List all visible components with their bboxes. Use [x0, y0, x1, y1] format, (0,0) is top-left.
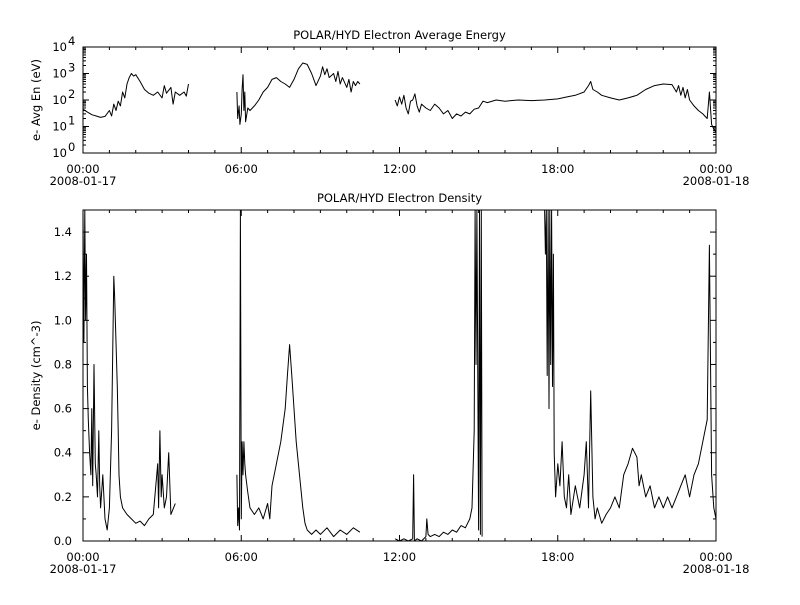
x-tick-label: 18:00	[541, 550, 574, 564]
data-trace-segment-1	[236, 209, 361, 538]
data-trace-segment-2	[394, 209, 483, 542]
y-tick-label-exponent: 4	[68, 34, 75, 48]
y-axis-label: e- Density (cm^-3)	[29, 321, 43, 431]
y-tick-label-base: 10	[52, 93, 67, 107]
y-tick-label: 0.0	[54, 534, 72, 548]
x-tick-label: 06:00	[225, 550, 258, 564]
x-tick-date-label: 2008-01-18	[683, 562, 750, 576]
data-trace-segment-0	[82, 73, 189, 118]
data-trace-segment-3	[544, 209, 717, 524]
y-tick-label: 0.4	[54, 446, 72, 460]
data-trace-segment-0	[82, 209, 176, 531]
x-tick-label: 00:00	[699, 162, 732, 176]
y-tick-label: 1.0	[54, 313, 72, 327]
y-tick-label-base: 10	[52, 120, 67, 134]
y-tick-label-exponent: 0	[68, 140, 75, 154]
x-tick-date-label: 2008-01-17	[50, 562, 117, 576]
y-tick-label-base: 10	[52, 67, 67, 81]
x-tick-label: 12:00	[383, 162, 416, 176]
chart-title: POLAR/HYD Electron Density	[317, 191, 482, 205]
y-tick-label-exponent: 3	[68, 61, 75, 75]
x-tick-label: 00:00	[699, 550, 732, 564]
y-tick-label-base: 10	[52, 146, 67, 160]
y-tick-label: 0.8	[54, 357, 72, 371]
chart-title: POLAR/HYD Electron Average Energy	[293, 28, 506, 42]
x-tick-date-label: 2008-01-17	[50, 174, 117, 188]
y-tick-label-exponent: 1	[68, 114, 75, 128]
data-trace-segment-2	[394, 81, 717, 133]
x-tick-label: 06:00	[225, 162, 258, 176]
x-tick-label: 12:00	[383, 550, 416, 564]
y-axis-label: e- Avg En (eV)	[29, 59, 43, 141]
y-tick-label: 1.4	[54, 225, 72, 239]
y-tick-label: 0.6	[54, 402, 72, 416]
y-tick-label-exponent: 2	[68, 87, 75, 101]
y-tick-label-base: 10	[52, 40, 67, 54]
x-tick-label: 00:00	[66, 162, 99, 176]
data-trace-segment-1	[236, 62, 361, 125]
y-tick-label: 1.2	[54, 269, 72, 283]
x-tick-label: 00:00	[66, 550, 99, 564]
y-tick-label: 0.2	[54, 490, 72, 504]
x-tick-date-label: 2008-01-18	[683, 174, 750, 188]
x-tick-label: 18:00	[541, 162, 574, 176]
